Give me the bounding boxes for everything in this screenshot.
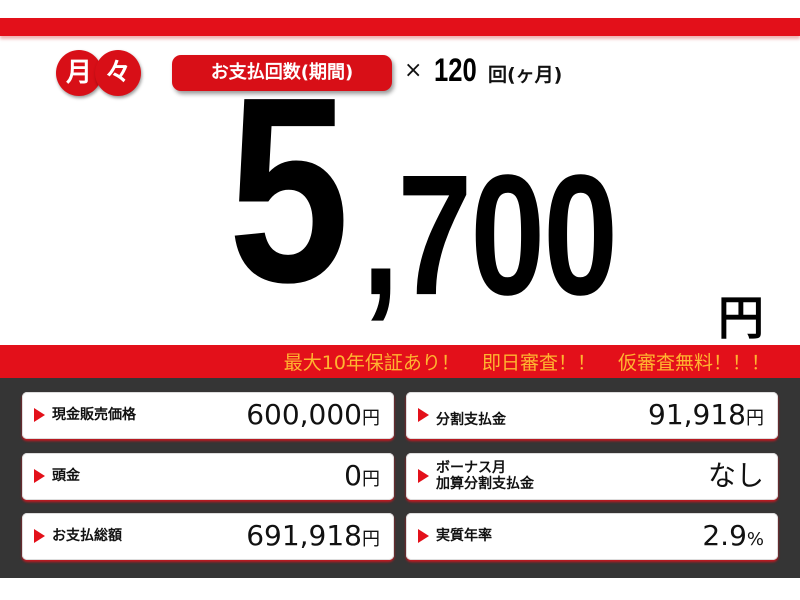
monthly-amount-unit: 円: [718, 291, 764, 345]
detail-card: 頭金 0円: [22, 453, 394, 500]
detail-card: ボーナス月 加算分割支払金 なし: [406, 453, 778, 500]
detail-value: 691,918円: [246, 519, 380, 557]
monthly-amount-lead: 5: [228, 41, 350, 338]
detail-unit: 円: [362, 529, 380, 550]
triangle-bullet-icon: [418, 529, 429, 543]
detail-number: 91,918: [648, 398, 746, 431]
detail-label: 実質年率: [436, 528, 492, 544]
detail-number: 600,000: [246, 398, 362, 431]
detail-value: 600,000円: [246, 398, 380, 436]
detail-unit: 円: [362, 469, 380, 490]
slogan-band: [0, 345, 800, 378]
detail-number: なし: [707, 459, 764, 492]
monthly-badge-2: 々: [95, 50, 141, 96]
payment-count-unit: 回(ヶ月): [488, 64, 563, 86]
detail-label: 頭金: [52, 468, 80, 484]
triangle-bullet-icon: [418, 469, 429, 483]
slogan: 最大10年保証あり！ 即日審査！！ 仮審査無料！！！: [283, 352, 770, 374]
detail-number: 0: [344, 459, 362, 492]
period-label: お支払回数(期間): [172, 55, 392, 91]
triangle-bullet-icon: [34, 408, 45, 422]
detail-card: 実質年率 2.9%: [406, 513, 778, 560]
detail-label: ボーナス月 加算分割支払金: [436, 460, 534, 492]
triangle-bullet-icon: [34, 469, 45, 483]
detail-number: 2.9: [702, 519, 747, 552]
detail-value: なし: [708, 459, 764, 497]
payment-count: 120: [434, 52, 477, 88]
detail-value: 2.9%: [702, 519, 764, 557]
triangle-bullet-icon: [418, 408, 429, 422]
detail-label: 現金販売価格: [52, 407, 136, 423]
detail-card: 現金販売価格 600,000円: [22, 392, 394, 439]
detail-unit: %: [746, 529, 764, 550]
triangle-bullet-icon: [34, 529, 45, 543]
detail-unit: 円: [362, 408, 380, 429]
detail-card: 分割支払金 91,918円: [406, 392, 778, 439]
detail-number: 691,918: [246, 519, 362, 552]
detail-value: 91,918円: [648, 398, 764, 436]
detail-value: 0円: [344, 459, 380, 497]
times-sign: ×: [404, 58, 423, 83]
detail-card: お支払総額 691,918円: [22, 513, 394, 560]
detail-label: お支払総額: [52, 528, 122, 544]
detail-label: 分割支払金: [436, 412, 506, 428]
monthly-badge-1: 月: [56, 50, 102, 96]
top-red-bar: [0, 18, 800, 36]
detail-unit: 円: [746, 408, 764, 429]
monthly-amount-rest: ,700: [362, 140, 618, 332]
